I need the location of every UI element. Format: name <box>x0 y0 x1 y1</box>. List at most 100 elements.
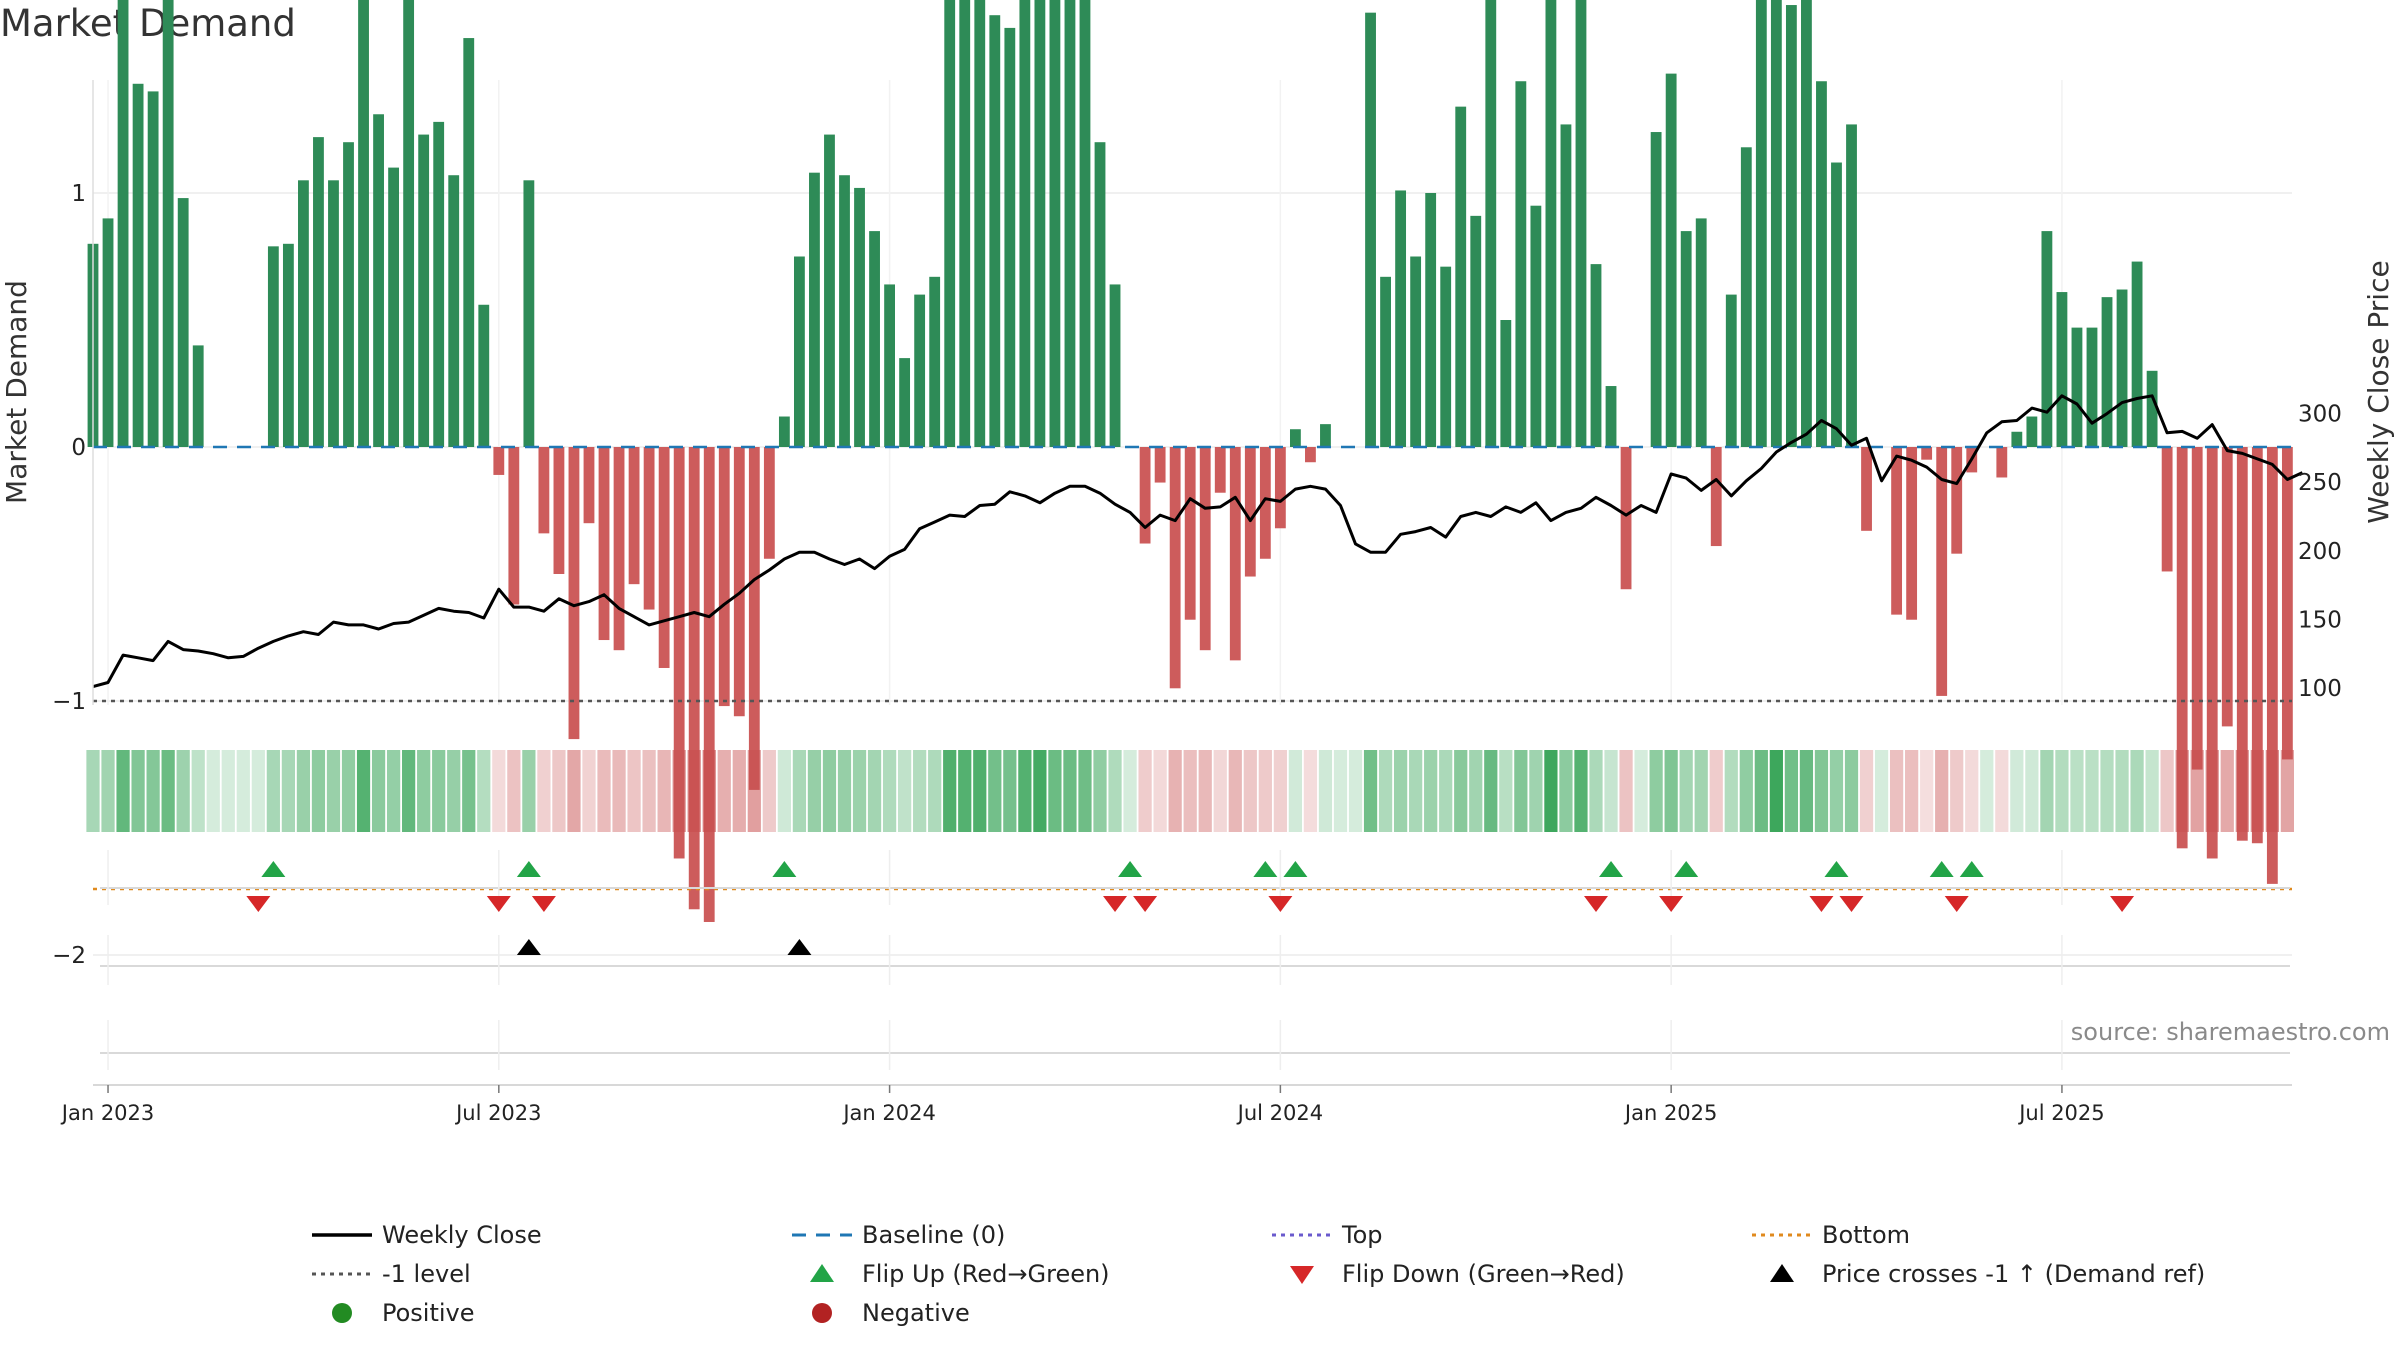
x-tick-label: Jul 2025 <box>2017 1101 2104 1125</box>
demand-bar <box>763 447 775 559</box>
legend-item: Baseline (0) <box>792 1221 1005 1249</box>
demand-bar <box>1274 447 1286 529</box>
flip-down-marker <box>1659 896 1684 912</box>
heat-cell <box>1048 750 1062 832</box>
x-tick-label: Jan 2024 <box>841 1101 936 1125</box>
heat-cell <box>1709 750 1723 832</box>
heat-cell <box>1844 750 1859 832</box>
heat-cell <box>792 750 807 832</box>
demand-bar <box>1214 447 1226 493</box>
x-tick-label: Jan 2023 <box>60 1101 155 1125</box>
heat-cell <box>1739 750 1753 832</box>
demand-bar <box>1425 193 1437 447</box>
demand-bar <box>2041 231 2053 447</box>
demand-bar <box>1695 218 1707 447</box>
heat-cell <box>928 750 942 832</box>
demand-bar <box>1500 320 1512 447</box>
heat-cell <box>1980 750 1994 832</box>
demand-bar <box>538 447 550 534</box>
demand-bar <box>1725 294 1737 447</box>
demand-bar <box>1034 0 1046 447</box>
demand-bar <box>1139 447 1151 544</box>
heat-cell <box>672 750 686 832</box>
heat-cell <box>958 750 972 832</box>
demand-bar <box>1906 447 1918 620</box>
flip-down-marker <box>1133 896 1158 912</box>
demand-bar <box>1861 447 1872 531</box>
heat-cell <box>296 750 311 832</box>
demand-bar <box>177 198 189 447</box>
chart-title: Market Demand <box>0 2 296 45</box>
heat-cell <box>1378 750 1393 832</box>
flip-down-marker <box>1103 896 1128 912</box>
heat-cell <box>206 750 220 832</box>
left-tick-label: 1 <box>71 181 86 207</box>
heat-cell <box>2070 750 2084 832</box>
legend-label: Bottom <box>1822 1221 1910 1249</box>
legend-swatch-triangle-up <box>1770 1264 1794 1282</box>
demand-bar <box>748 447 760 790</box>
heat-cell <box>1033 750 1047 832</box>
heat-cell <box>882 750 897 832</box>
flip-down-marker <box>1839 896 1864 912</box>
demand-bar <box>1380 276 1391 447</box>
flip-down-marker <box>1809 896 1834 912</box>
heat-cell <box>657 750 671 832</box>
right-axis-label: Weekly Close Price <box>2362 260 2395 523</box>
demand-bar <box>478 304 490 447</box>
heat-cell <box>837 750 852 832</box>
demand-bar <box>132 83 144 447</box>
x-tick-label: Jul 2023 <box>454 1101 541 1125</box>
demand-bar <box>1996 447 2008 478</box>
heat-cell <box>1003 750 1017 832</box>
legend-label: Baseline (0) <box>862 1221 1005 1249</box>
demand-bar <box>1019 0 1031 447</box>
demand-bar <box>1229 447 1241 661</box>
heat-cell <box>1363 750 1378 832</box>
demand-bar <box>2011 431 2023 447</box>
legend-swatch-circle <box>812 1303 832 1323</box>
demand-bar <box>974 0 986 447</box>
demand-bar <box>2101 297 2113 447</box>
heat-cell <box>281 750 296 832</box>
flip-up-marker <box>1283 861 1308 877</box>
demand-bar <box>929 276 941 447</box>
weekly-close-series <box>92 394 2304 689</box>
heat-cell <box>2220 750 2234 832</box>
demand-bar <box>1680 231 1692 447</box>
legend-item: Flip Up (Red→Green) <box>810 1260 1110 1288</box>
heat-cell <box>101 750 115 832</box>
heat-cell <box>852 750 867 832</box>
demand-bar <box>959 0 971 448</box>
heat-cell <box>2280 750 2294 832</box>
heat-cell <box>1183 750 1197 832</box>
demand-bar <box>1470 215 1482 447</box>
heat-cell <box>1288 750 1303 832</box>
heat-cell <box>1063 750 1077 832</box>
heat-cell <box>2175 750 2189 832</box>
legend-item: Positive <box>332 1299 475 1327</box>
heat-cell <box>447 750 461 832</box>
demand-bar <box>643 447 655 610</box>
heat-cell <box>507 750 521 832</box>
heat-strip <box>86 750 2294 832</box>
demand-bar <box>1004 27 1016 448</box>
demand-bar <box>1770 0 1782 447</box>
heat-cell <box>1649 750 1663 832</box>
heat-cell <box>2130 750 2144 832</box>
heat-cell <box>1138 750 1152 832</box>
demand-bar <box>2281 447 2293 760</box>
heat-cell <box>1544 750 1558 832</box>
heat-cell <box>567 750 581 832</box>
heat-cell <box>1484 750 1498 832</box>
demand-bar <box>809 172 820 447</box>
heat-cell <box>1348 750 1363 832</box>
heat-cell <box>386 750 401 832</box>
demand-bar <box>1816 81 1827 448</box>
demand-bar <box>1259 447 1271 559</box>
heat-cell <box>1424 750 1438 832</box>
legend-item: Negative <box>812 1299 970 1327</box>
demand-bar <box>267 246 279 447</box>
